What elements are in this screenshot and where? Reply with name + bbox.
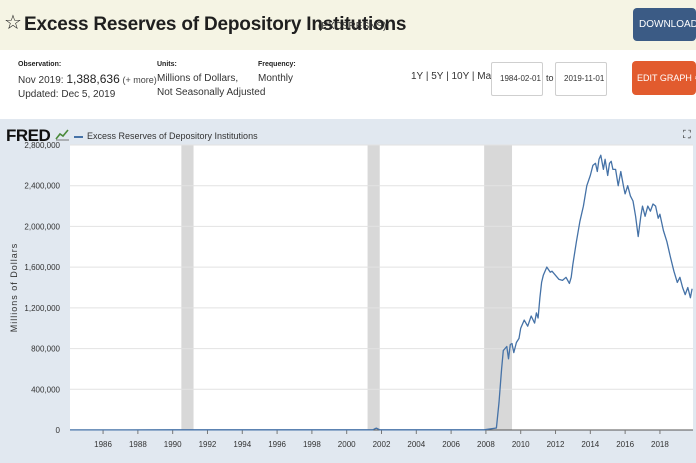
gear-icon: ⚙ xyxy=(694,73,696,83)
legend-swatch xyxy=(74,136,83,138)
x-tick-label: 1996 xyxy=(268,440,286,449)
y-tick-label: 1,600,000 xyxy=(24,263,60,272)
x-tick-label: 2014 xyxy=(581,440,599,449)
y-tick-label: 400,000 xyxy=(31,385,60,394)
end-date-input[interactable]: 2019-11-01 xyxy=(555,62,607,96)
series-line xyxy=(69,154,693,431)
x-tick-label: 2016 xyxy=(616,440,634,449)
x-tick-label: 1986 xyxy=(94,440,112,449)
frequency-value: Monthly xyxy=(258,73,294,84)
range-selector: 1Y | 5Y | 10Y | Max xyxy=(411,70,496,84)
frequency-block: Frequency: Monthly xyxy=(258,60,296,86)
updated-date: Updated: Dec 5, 2019 xyxy=(18,89,116,100)
download-button[interactable]: DOWNLOAD⬇ xyxy=(633,8,696,41)
x-tick-label: 2002 xyxy=(373,440,391,449)
x-tick-label: 2010 xyxy=(512,440,530,449)
range-1y-button[interactable]: 1Y xyxy=(411,71,424,82)
y-axis-title: Millions of Dollars xyxy=(9,243,19,333)
y-tick-label: 2,400,000 xyxy=(24,182,60,191)
star-outline-icon[interactable]: ☆ xyxy=(4,12,22,34)
series-id: (EXCSRESNS) xyxy=(318,21,387,32)
observation-period: Nov 2019: xyxy=(18,75,64,86)
y-tick-label: 800,000 xyxy=(31,345,60,354)
range-separator: | xyxy=(425,71,429,82)
start-date-input[interactable]: 1984-02-01 xyxy=(491,62,543,96)
observation-block: Observation: Nov 2019: 1,388,636 (+ more… xyxy=(18,60,157,102)
units-line-2: Not Seasonally Adjusted xyxy=(157,87,266,98)
range-10y-button[interactable]: 10Y xyxy=(451,71,470,82)
x-tick-label: 2000 xyxy=(338,440,356,449)
legend-label: Excess Reserves of Depository Institutio… xyxy=(87,131,258,141)
x-tick-label: 2004 xyxy=(407,440,425,449)
range-max-button[interactable]: Max xyxy=(477,71,497,82)
observation-value: 1,388,636 xyxy=(66,72,120,86)
x-tick-label: 2006 xyxy=(442,440,460,449)
y-tick-label: 2,000,000 xyxy=(24,222,60,231)
fullscreen-icon[interactable]: ⛶ xyxy=(683,129,691,141)
recession-band xyxy=(484,145,513,430)
x-tick-label: 2008 xyxy=(477,440,495,449)
observation-label: Observation: xyxy=(18,61,62,68)
x-tick-label: 1988 xyxy=(129,440,147,449)
line-chart: 0 400,000 800,000 1,200,000 1,600,000 2,000,0… xyxy=(9,141,693,449)
x-tick-label: 1998 xyxy=(303,440,321,449)
page-title: Excess Reserves of Depository Institutio… xyxy=(24,14,407,35)
x-tick-label: 1994 xyxy=(233,440,251,449)
title-bar: ☆ Excess Reserves of Depository Institut… xyxy=(0,0,696,50)
range-5y-button[interactable]: 5Y xyxy=(431,71,444,82)
x-tick-label: 2018 xyxy=(651,440,669,449)
y-tick-label: 0 xyxy=(56,426,61,435)
recession-band xyxy=(181,145,194,430)
y-tick-label: 2,800,000 xyxy=(24,141,60,150)
units-block: Units: Millions of Dollars, Not Seasonal… xyxy=(157,60,265,100)
date-to-label: to xyxy=(546,73,554,83)
units-line-1: Millions of Dollars, xyxy=(157,73,239,84)
chart-panel: 0 400,000 800,000 1,200,000 1,600,000 2,000,0… xyxy=(0,119,696,463)
x-tick-label: 1990 xyxy=(164,440,182,449)
edit-graph-label: EDIT GRAPH xyxy=(637,73,692,83)
download-button-label: DOWNLOAD xyxy=(639,19,696,30)
range-separator: | xyxy=(471,71,475,82)
y-tick-label: 1,200,000 xyxy=(24,304,60,313)
recession-band xyxy=(367,145,380,430)
x-tick-label: 1992 xyxy=(199,440,217,449)
edit-graph-button[interactable]: EDIT GRAPH ⚙ xyxy=(632,61,696,95)
frequency-label: Frequency: xyxy=(258,61,296,68)
range-separator: | xyxy=(446,71,449,82)
observation-more-link[interactable]: (+ more) xyxy=(122,75,157,85)
plot-area xyxy=(70,145,693,430)
x-tick-label: 2012 xyxy=(547,440,565,449)
units-label: Units: xyxy=(157,61,177,68)
fred-logo[interactable]: FRED xyxy=(6,126,51,145)
fred-logo-icon xyxy=(55,129,69,141)
